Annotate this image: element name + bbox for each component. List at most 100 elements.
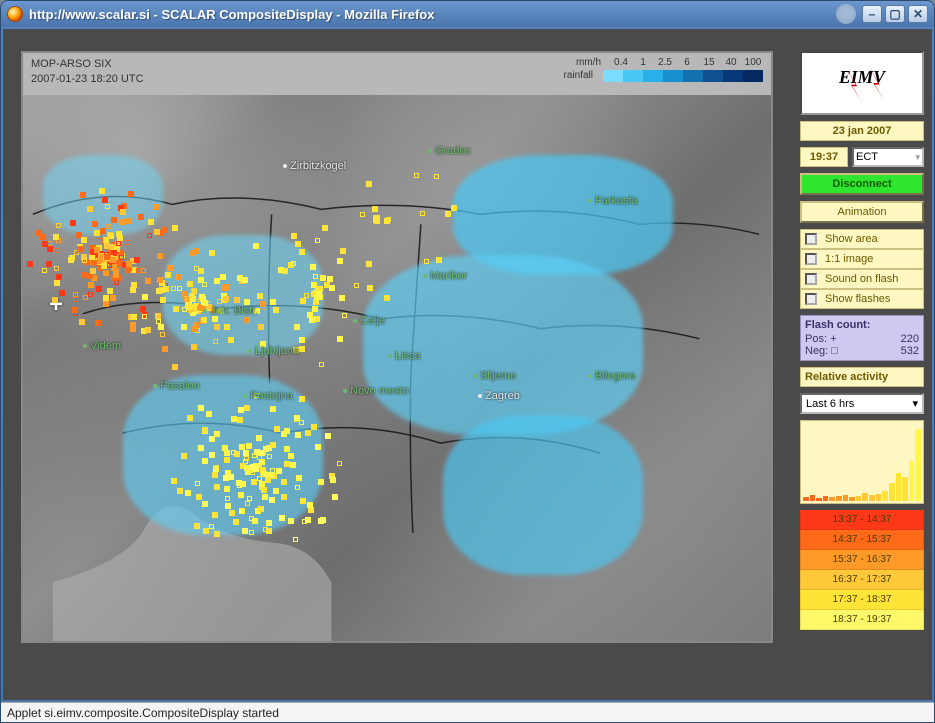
map-canvas[interactable]: + ZirbitzkogelGradecFarkasfaMariborJoh. …	[23, 95, 771, 643]
flash-point	[187, 304, 193, 310]
flash-point	[187, 415, 193, 421]
flash-point	[172, 364, 178, 370]
flash-point	[319, 362, 324, 367]
firefox-icon	[7, 6, 23, 22]
flash-point	[103, 301, 109, 307]
flash-point	[308, 507, 314, 513]
flash-point	[99, 188, 105, 194]
flash-point	[171, 478, 177, 484]
flash-point	[294, 324, 300, 330]
flash-point	[212, 316, 218, 322]
flash-point	[284, 428, 290, 434]
activity-bar	[896, 473, 902, 501]
time-legend-row: 13:37 - 14:37	[800, 510, 924, 530]
flash-point	[436, 257, 442, 263]
checkbox-1-1-image[interactable]: 1:1 image	[800, 249, 924, 269]
flash-point	[82, 258, 87, 263]
flash-point	[181, 453, 187, 459]
flash-point	[192, 289, 197, 294]
flash-point	[233, 519, 239, 525]
disconnect-button[interactable]: Disconnect	[800, 173, 924, 195]
flash-point	[231, 416, 237, 422]
city-label-pasalon: Pasalon	[153, 380, 200, 392]
flash-point	[261, 471, 267, 477]
flash-point	[90, 268, 96, 274]
maximize-button[interactable]: ▢	[885, 5, 905, 23]
city-label-maribor: Maribor	[423, 270, 467, 282]
flash-point	[239, 508, 245, 514]
flash-point	[320, 275, 326, 281]
flash-point	[330, 477, 336, 483]
flash-point	[276, 468, 282, 474]
flash-point	[214, 484, 220, 490]
flash-point	[290, 462, 296, 468]
eimv-logo-icon: EIMV	[822, 60, 902, 106]
flash-point	[111, 217, 117, 223]
flash-point	[318, 518, 324, 524]
flash-point	[196, 494, 202, 500]
flash-point	[282, 268, 288, 274]
titlebar[interactable]: http://www.scalar.si - SCALAR CompositeD…	[1, 1, 934, 27]
flash-point	[35, 230, 41, 236]
flash-point	[104, 243, 110, 249]
sidebar: EIMV 23 jan 2007 19:37 ECT ▾ Disconnect …	[800, 29, 932, 700]
flash-point	[245, 501, 250, 506]
flash-point	[262, 494, 268, 500]
flash-point	[202, 458, 208, 464]
activity-bar	[849, 497, 855, 501]
flash-point	[258, 324, 264, 330]
flash-point	[244, 317, 250, 323]
flash-point	[279, 515, 285, 521]
animation-button[interactable]: Animation	[800, 201, 924, 223]
flash-point	[52, 297, 58, 303]
timezone-select[interactable]: ECT ▾	[852, 147, 924, 167]
flash-point	[120, 209, 126, 215]
activity-bar	[856, 496, 862, 501]
scale-colors	[603, 70, 763, 82]
flash-point	[195, 481, 200, 486]
flash-point	[300, 498, 306, 504]
flash-point	[47, 246, 53, 252]
flash-neg-label: Neg: □	[805, 345, 838, 357]
flash-point	[318, 479, 324, 485]
minimize-button[interactable]: –	[862, 5, 882, 23]
flash-point	[117, 235, 123, 241]
flash-point	[165, 272, 171, 278]
flash-point	[46, 261, 52, 267]
city-label-slijeme: Slijeme	[473, 370, 516, 382]
flash-point	[260, 301, 266, 307]
checkbox-sound-on-flash[interactable]: Sound on flash	[800, 269, 924, 289]
time-legend-row: 16:37 - 17:37	[800, 570, 924, 590]
flash-point	[214, 324, 220, 330]
window-title: http://www.scalar.si - SCALAR CompositeD…	[29, 7, 830, 22]
flash-point	[424, 259, 429, 264]
flash-point	[92, 221, 98, 227]
checkbox-show-area[interactable]: Show area	[800, 229, 924, 249]
rain-cloud	[363, 255, 643, 435]
flash-point	[340, 248, 346, 254]
relative-range-select[interactable]: Last 6 hrs ▾	[800, 393, 924, 414]
flash-point	[105, 204, 110, 209]
flash-point	[198, 277, 204, 283]
flash-point	[284, 446, 290, 452]
flash-point	[354, 283, 359, 288]
flash-point	[317, 294, 323, 300]
flash-point	[125, 218, 131, 224]
flash-point	[108, 233, 114, 239]
flash-point	[192, 326, 198, 332]
flash-point	[420, 211, 425, 216]
flash-point	[162, 346, 168, 352]
flash-point	[249, 530, 254, 535]
flash-point	[270, 406, 276, 412]
checkbox-icon	[805, 273, 817, 285]
checkbox-show-flashes[interactable]: Show flashes	[800, 289, 924, 309]
close-button[interactable]: ✕	[908, 5, 928, 23]
flash-point	[296, 475, 302, 481]
dropdown-arrow-icon: ▾	[915, 152, 920, 163]
flash-point	[100, 228, 106, 234]
flash-point	[367, 285, 373, 291]
activity-bar	[810, 495, 816, 501]
flash-point	[269, 497, 275, 503]
flash-point	[414, 173, 419, 178]
flash-point	[102, 197, 108, 203]
